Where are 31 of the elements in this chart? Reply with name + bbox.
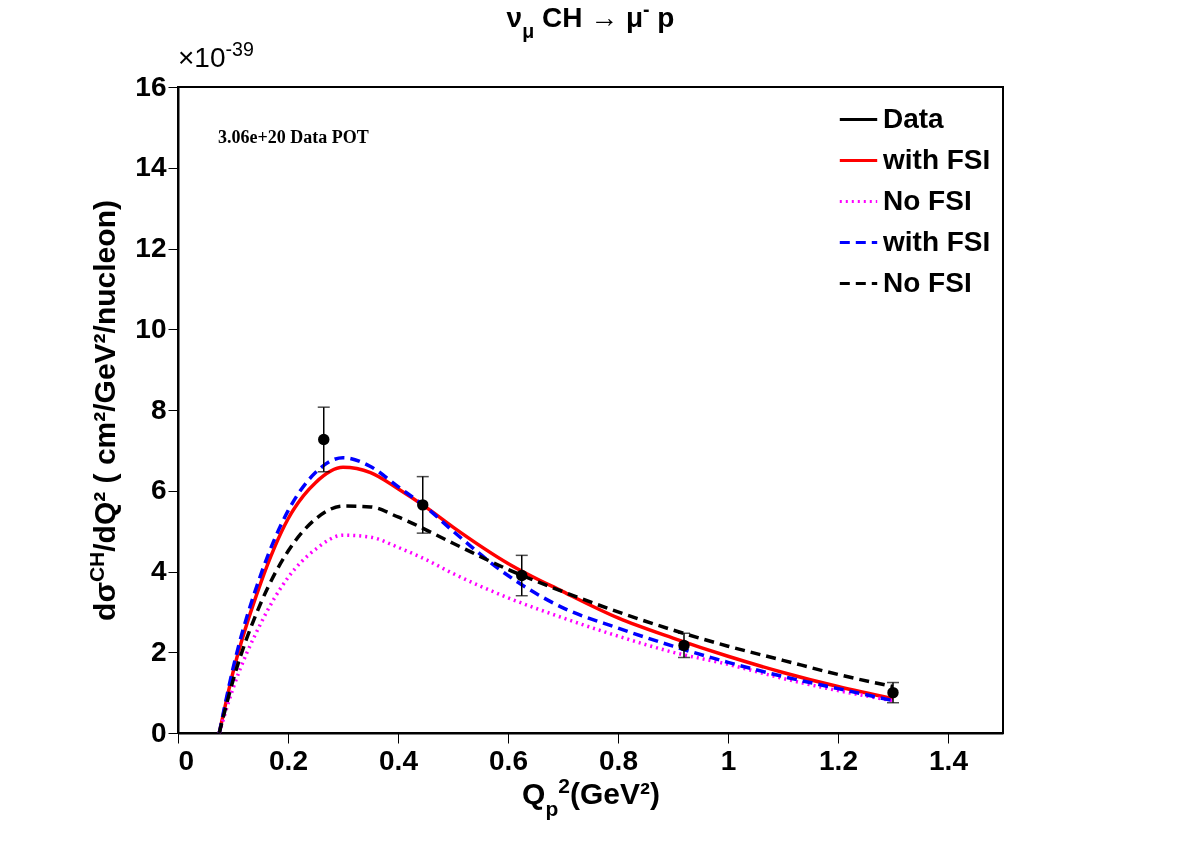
x-axis-title: Q$_{p}$$^{2}$(GeV²) [522, 773, 660, 819]
point [417, 499, 429, 511]
x-tick-label: 0 [178, 744, 195, 776]
x-tick-label: 0.6 [489, 744, 528, 776]
legend-label: with FSI [882, 225, 991, 257]
x-tick-label: 0.2 [269, 744, 308, 776]
x-tick-label: 0.8 [599, 744, 638, 776]
y-tick-label: 6 [150, 474, 167, 506]
y-tick-label: 12 [135, 232, 167, 263]
y-tick-label: 10 [135, 312, 167, 344]
x-tick-label: 1.2 [819, 744, 858, 776]
point [516, 569, 528, 582]
annotation: 3.06e+20 Data POT [218, 127, 369, 147]
point [678, 639, 690, 652]
y-tick-label: 4 [150, 555, 167, 586]
point [318, 433, 330, 446]
text: ×10$^{-39}$ [178, 38, 254, 73]
x-tick-label: 1.4 [929, 744, 969, 776]
x-tick-label: 1 [720, 744, 737, 776]
legend-label: No FSI [883, 266, 972, 298]
legend-label: with FSI [882, 143, 991, 175]
y-tick-label: 16 [135, 70, 167, 102]
chart-title: ν$_{μ}$ CH → μ$^{-}$ p [506, 0, 675, 42]
y-tick-label: 14 [135, 151, 167, 183]
point [887, 686, 899, 699]
y-tick-label: 8 [150, 393, 167, 425]
legend-label: No FSI [883, 184, 972, 216]
x-tick-label: 0.4 [379, 744, 419, 776]
y-tick-label: 0 [150, 716, 167, 748]
legend-label: Data [883, 102, 945, 134]
y-tick-label: 2 [150, 635, 167, 667]
